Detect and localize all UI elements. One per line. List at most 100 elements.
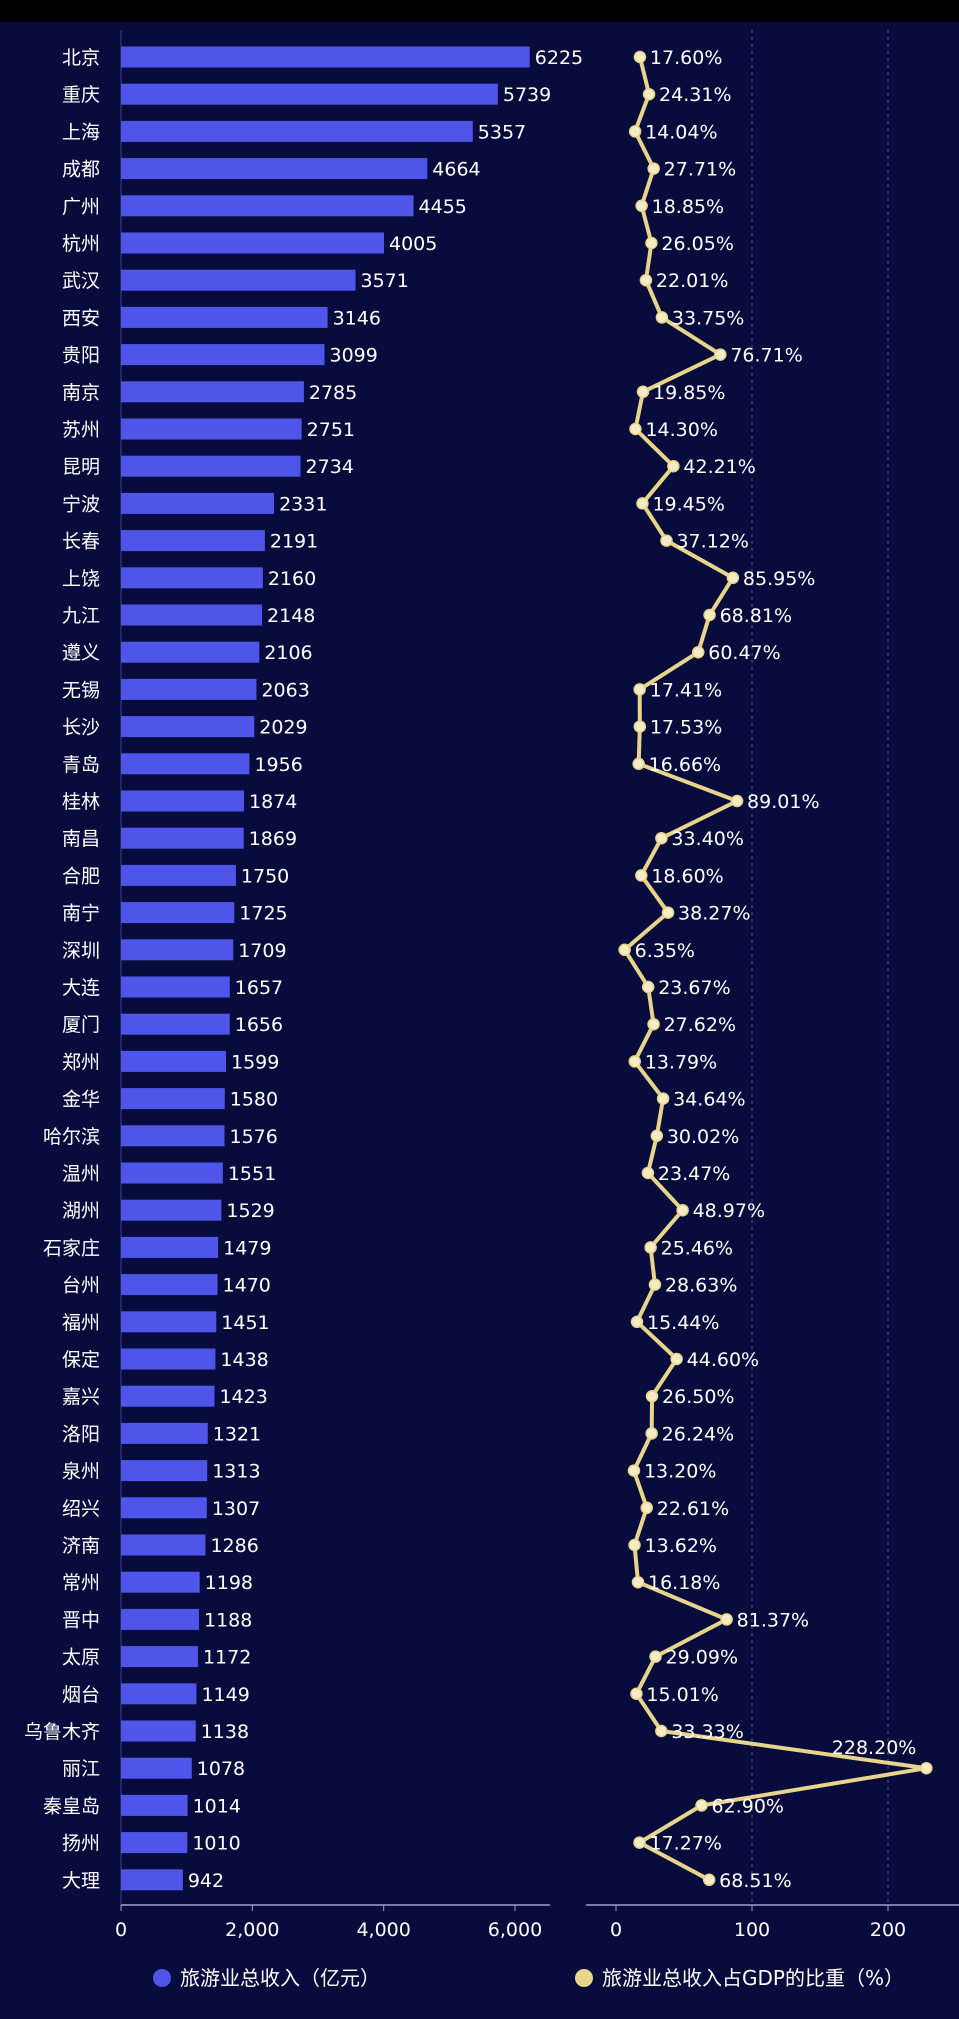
line-value-label: 26.05% [661,233,733,255]
bar [121,1460,208,1482]
bar-axis-tick-label: 4,000 [356,1919,410,1941]
line-point [670,1352,683,1366]
category-label: 温州 [62,1163,100,1185]
bar [121,1869,183,1891]
line-value-label: 13.62% [645,1535,717,1557]
line-point [636,497,649,510]
category-label: 桂林 [62,791,100,813]
line-point [628,125,642,138]
bar [121,1236,219,1258]
line-value-label: 76.71% [730,345,802,367]
line-value-label: 37.12% [676,531,748,553]
bar-value-label: 2148 [267,605,315,627]
line-value-label: 89.01% [747,791,819,813]
bar-value-label: 1451 [221,1312,269,1334]
bar-value-label: 1014 [193,1795,241,1817]
bar [121,455,301,477]
bar-value-label: 1580 [230,1089,278,1111]
line-value-label: 28.63% [665,1275,737,1297]
bar-value-label: 1869 [249,828,297,850]
bar-value-label: 1198 [205,1572,253,1594]
bar [121,269,356,291]
line-value-label: 18.60% [651,865,723,887]
line-point [618,943,631,957]
category-label: 保定 [62,1349,100,1371]
bar-value-label: 1078 [197,1758,245,1780]
bar [121,46,530,68]
line-value-label: 13.20% [644,1461,716,1483]
bar-value-label: 1576 [229,1126,277,1148]
bar-value-label: 1599 [231,1051,279,1073]
bar [121,1720,196,1742]
bar [121,1125,225,1147]
bar [121,1646,198,1668]
line-point [641,1166,655,1180]
category-label: 上饶 [62,568,100,590]
line-value-label: 17.41% [650,679,722,701]
line-point [642,87,656,101]
bar-value-label: 1529 [226,1200,274,1222]
line-value-label: 38.27% [678,903,750,925]
bar [121,530,265,552]
bar-axis-tick-label: 6,000 [488,1919,542,1941]
bar-value-label: 1657 [235,977,283,999]
bar-value-label: 1470 [223,1275,271,1297]
line-value-label: 15.44% [647,1312,719,1334]
line-series-path [622,56,929,1882]
line-point [633,720,647,733]
category-label: 广州 [62,196,100,218]
bar [121,864,236,886]
line-value-label: 19.45% [652,493,724,515]
category-label: 武汉 [62,270,100,292]
line-value-label: 17.53% [650,717,722,739]
bar [121,195,414,217]
bar-value-label: 1321 [213,1423,261,1445]
line-value-label: 85.95% [743,568,815,590]
bar-value-label: 1709 [238,940,286,962]
line-point [702,1873,716,1887]
line-value-label: 27.71% [664,159,736,181]
line-value-label: 62.90% [712,1795,784,1817]
category-label: 丽江 [62,1758,100,1780]
line-point [656,1092,670,1105]
category-label: 成都 [62,159,100,181]
bar [121,1199,222,1221]
line-point [633,1836,646,1849]
bar [121,567,263,589]
category-label: 西安 [62,307,100,329]
category-label: 深圳 [62,940,100,962]
line-point [630,1315,644,1329]
bar [121,1422,208,1444]
line-point [628,1538,641,1552]
bar [121,1832,188,1854]
bar-value-label: 942 [188,1870,224,1892]
line-value-label: 17.60% [650,47,722,69]
line-point [660,534,673,547]
category-label: 南京 [62,382,100,404]
line-point [632,757,645,771]
line-point [920,1761,933,1775]
line-value-label: 228.20% [832,1737,917,1759]
category-label: 宁波 [62,493,100,515]
bar-value-label: 1138 [201,1721,249,1743]
bar-value-label: 1438 [220,1349,268,1371]
bar-value-label: 2106 [264,642,312,664]
bar-value-label: 1172 [203,1647,251,1669]
bar [121,1088,225,1110]
category-label: 上海 [62,121,100,143]
bar-value-label: 4664 [432,159,480,181]
line-value-label: 16.18% [648,1572,720,1594]
line-value-label: 24.31% [659,84,731,106]
line-point [645,1389,659,1403]
category-label: 遵义 [62,642,100,664]
category-label: 湖州 [62,1200,100,1222]
line-point [655,1724,668,1738]
bar [121,716,255,738]
line-value-label: 23.67% [658,977,730,999]
line-point [720,1613,733,1626]
bar [121,641,260,663]
line-point [730,794,744,808]
bar-value-label: 2751 [307,419,355,441]
bar [121,232,384,254]
